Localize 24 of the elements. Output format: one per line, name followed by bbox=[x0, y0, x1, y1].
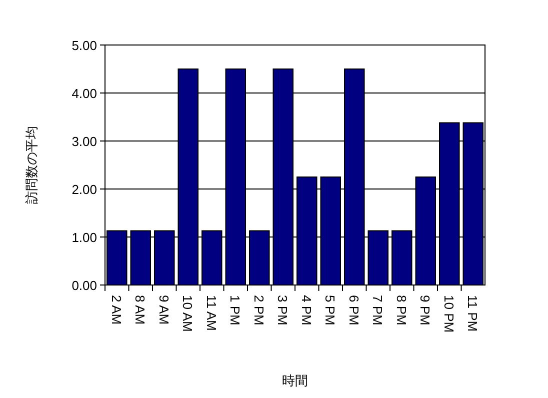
x-tick-label: 4 PM bbox=[298, 295, 314, 326]
x-tick-label: 10 AM bbox=[180, 295, 196, 332]
y-axis-title: 訪問数の平均 bbox=[24, 126, 39, 204]
x-tick-label: 11 AM bbox=[204, 295, 219, 331]
y-tick-label: 5.00 bbox=[72, 38, 97, 53]
y-tick-label: 2.00 bbox=[72, 182, 97, 197]
y-tick-label: 3.00 bbox=[72, 134, 97, 149]
x-tick-label: 7 PM bbox=[370, 295, 386, 326]
x-tick-label: 8 AM bbox=[132, 295, 148, 325]
x-tick-label: 5 PM bbox=[322, 295, 338, 326]
x-tick-label: 2 PM bbox=[251, 295, 266, 326]
x-tick-label: 10 PM bbox=[441, 295, 456, 333]
x-tick-label: 9 PM bbox=[418, 295, 433, 326]
x-axis-title: 時間 bbox=[282, 373, 308, 388]
x-tick-label: 6 PM bbox=[346, 295, 362, 326]
x-tick-label: 8 PM bbox=[394, 295, 409, 326]
x-tick-label: 2 AM bbox=[108, 295, 124, 325]
y-tick-label: 4.00 bbox=[72, 86, 97, 101]
x-tick-label: 11 PM bbox=[465, 295, 480, 332]
y-tick-label: 0.00 bbox=[72, 278, 97, 293]
x-tick-label: 3 PM bbox=[275, 295, 290, 326]
y-tick-label: 1.00 bbox=[72, 230, 97, 245]
x-tick-label: 1 PM bbox=[228, 295, 243, 326]
x-tick-label: 9 AM bbox=[156, 295, 172, 325]
